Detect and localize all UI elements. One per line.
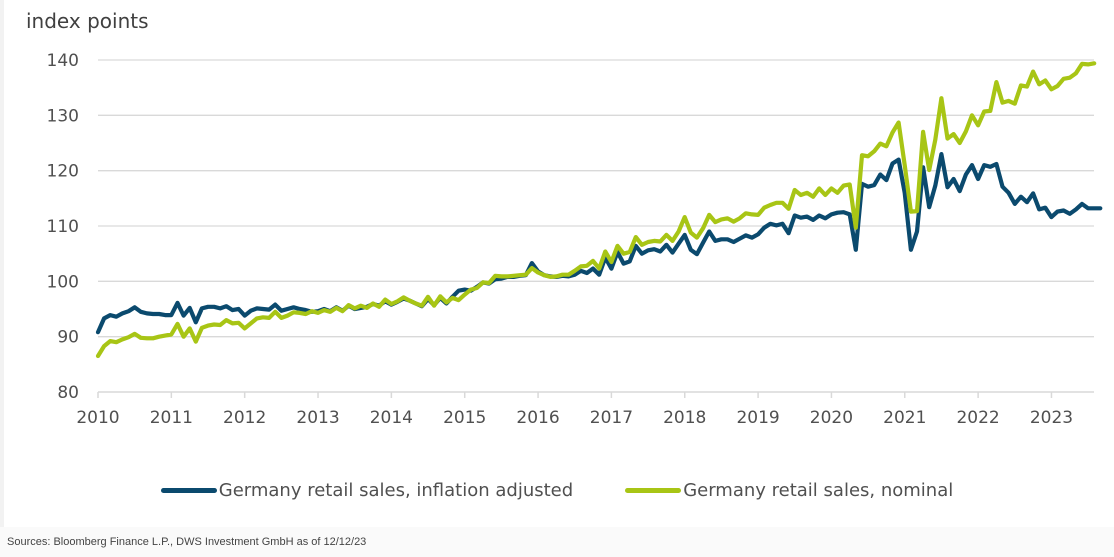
legend-swatch-nominal [625,488,682,493]
legend-item-nominal[interactable]: Germany retail sales, nominal [625,480,953,501]
y-tick-label-140: 140 [47,51,79,71]
source-note: Sources: Bloomberg Finance L.P., DWS Inv… [7,536,367,548]
y-tick-label-90: 90 [57,328,79,348]
x-tick-label-2013: 2013 [296,408,339,428]
footer: Sources: Bloomberg Finance L.P., DWS Inv… [0,527,1114,557]
series-lines [95,61,1103,359]
series-line-nominal [95,61,1097,359]
x-tick-label-2021: 2021 [883,408,926,428]
x-axis [97,391,1094,398]
series-line-inflation-adjusted [95,152,1103,335]
left-border [0,0,4,527]
x-tick-label-2015: 2015 [443,408,486,428]
y-tick-label-130: 130 [47,106,79,126]
x-tick-label-2023: 2023 [1030,408,1073,428]
y-tick-label-120: 120 [47,162,79,182]
y-axis-label: index points [26,9,149,33]
x-tick-label-2017: 2017 [590,408,633,428]
legend-item-inflation-adjusted[interactable]: Germany retail sales, inflation adjusted [160,480,574,501]
x-tick-label-2014: 2014 [370,408,413,428]
gridlines [98,59,1094,338]
x-tick-label-2016: 2016 [516,408,559,428]
x-tick-label-2020: 2020 [810,408,853,428]
y-tick-label-100: 100 [47,272,79,292]
y-tick-labels: 80 90 100 110 120 130 140 [47,51,79,403]
x-tick-label-2019: 2019 [736,408,779,428]
legend-swatch-inflation-adjusted [160,488,217,493]
x-tick-label-2022: 2022 [956,408,999,428]
legend-label-inflation-adjusted: Germany retail sales, inflation adjusted [218,480,574,501]
legend: Germany retail sales, inflation adjusted… [0,480,1114,501]
x-tick-label-2011: 2011 [150,408,193,428]
x-tick-labels: 2010 2011 2012 2013 2014 2015 2016 2017 2018 2019… [76,408,1073,428]
line-chart: 80 90 100 110 120 130 140 2010 2011 2012 2013 2014… [47,51,1103,428]
legend-label-nominal: Germany retail sales, nominal [683,480,954,501]
x-tick-label-2018: 2018 [663,408,706,428]
x-tick-label-2012: 2012 [223,408,266,428]
y-tick-label-110: 110 [47,217,79,237]
x-tick-label-2010: 2010 [76,408,119,428]
y-tick-label-80: 80 [57,383,79,403]
